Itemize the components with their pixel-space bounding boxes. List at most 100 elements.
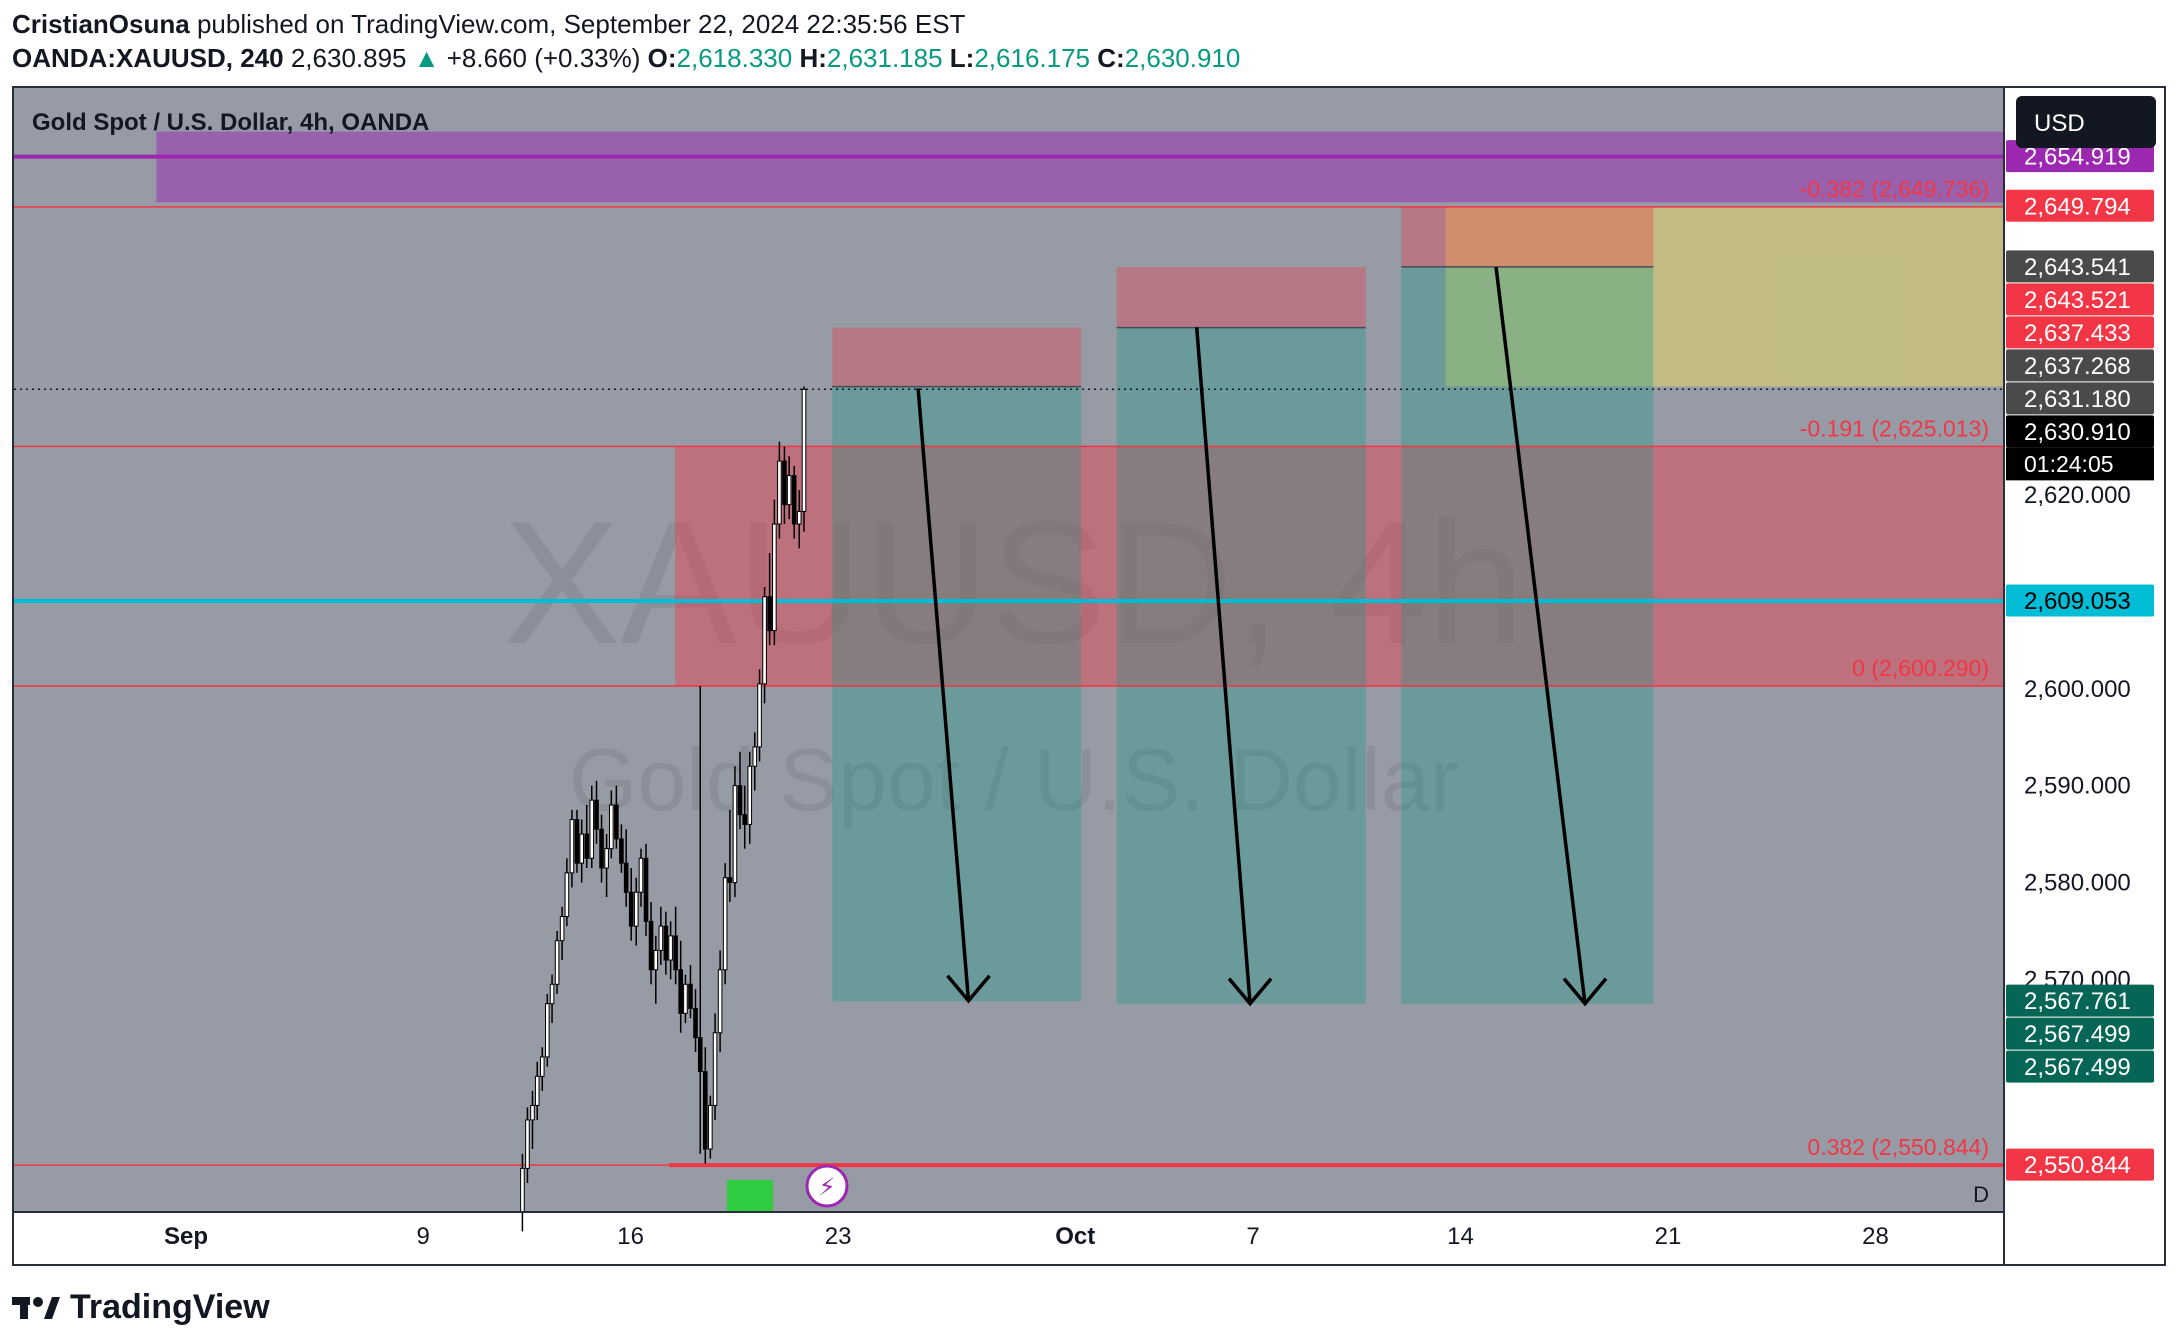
supply-zone-red: [675, 446, 2004, 686]
candle: [609, 790, 614, 859]
price-label-box: [2006, 250, 2154, 283]
candle-body: [589, 799, 595, 859]
candle-body: [683, 983, 688, 1014]
candle-body: [628, 891, 634, 927]
candle: [574, 809, 580, 873]
candle: [786, 456, 792, 520]
candle-body: [717, 969, 723, 1034]
candle-body: [520, 1167, 525, 1213]
candle-body: [599, 828, 604, 869]
candle: [737, 751, 743, 830]
symbol-label: OANDA:XAUUSD, 240: [12, 43, 284, 73]
candle-body: [697, 1037, 703, 1072]
candle: [747, 751, 753, 844]
fib-label-0: -0.382 (2,649.736): [1800, 176, 1989, 202]
candle-body: [545, 1003, 550, 1058]
candle-body: [722, 877, 728, 971]
short-position-stop-zone-3: [1401, 206, 1654, 267]
candle-body: [648, 920, 654, 971]
candle: [638, 848, 644, 907]
candle-body: [539, 1056, 545, 1077]
candle-body: [782, 460, 787, 506]
close-value: 2,630.910: [1124, 43, 1241, 73]
candle-body: [658, 925, 664, 951]
candle: [554, 931, 560, 994]
candle-body: [791, 475, 797, 525]
y-tick-label: 2,600.000: [2024, 676, 2131, 703]
price-label: 2,630.910: [2024, 419, 2131, 446]
price-label-box: [2006, 1050, 2154, 1083]
dividend-marker: D: [1973, 1182, 1989, 1207]
author-name[interactable]: CristianOsuna: [12, 9, 190, 39]
candle-body: [786, 475, 792, 506]
candle: [702, 1047, 708, 1164]
high-label: H:: [799, 43, 827, 73]
short-position-stop-zone-2: [1116, 267, 1366, 328]
x-tick-label: 9: [416, 1223, 429, 1250]
candle-body: [668, 935, 673, 961]
fib-label-1: -0.191 (2,625.013): [1800, 415, 1989, 441]
candle-body: [564, 872, 570, 917]
currency-button-label[interactable]: USD: [2034, 110, 2085, 137]
currency-button: [2016, 96, 2156, 148]
price-label: 2,567.499: [2024, 1021, 2131, 1048]
price-label-box: [2006, 316, 2154, 349]
candle-body: [633, 891, 639, 927]
candle: [539, 1047, 545, 1091]
close-label: C:: [1097, 43, 1125, 73]
candle: [545, 993, 550, 1067]
candle: [772, 499, 777, 646]
price-label: 2,609.053: [2024, 588, 2131, 615]
candle: [579, 819, 584, 883]
candle: [663, 911, 669, 975]
candle: [777, 441, 782, 539]
candle: [708, 1095, 713, 1159]
candle-body: [554, 940, 560, 985]
price-label: 2,637.433: [2024, 320, 2131, 347]
lightning-glyph: ⚡: [819, 1173, 836, 1201]
candle: [658, 906, 664, 965]
candle: [791, 465, 797, 539]
x-tick-label: 21: [1655, 1223, 1682, 1250]
candle-body: [693, 1008, 698, 1039]
short-position-target-zone-3: [1401, 266, 1654, 1004]
resistance-zone-purple: [156, 131, 2005, 203]
candle: [742, 785, 748, 849]
price-label-box: [2006, 349, 2154, 382]
candle: [599, 814, 604, 883]
candle: [762, 587, 767, 704]
x-tick-label: 16: [617, 1223, 644, 1250]
candle-body: [549, 983, 555, 1005]
candle: [782, 446, 787, 525]
candle-body: [673, 935, 678, 971]
candle: [594, 780, 599, 844]
candle: [678, 940, 683, 1033]
candle: [673, 906, 678, 985]
candle: [668, 921, 673, 980]
candle: [525, 1107, 530, 1183]
candle: [623, 829, 629, 907]
candle: [732, 766, 738, 898]
candle-body: [614, 804, 619, 840]
down-arrow-head-3: [1562, 977, 1608, 1007]
price-label-box: [2006, 283, 2154, 316]
candle-body: [530, 1104, 535, 1121]
candle: [584, 805, 590, 869]
candle: [559, 906, 565, 961]
chart-frame[interactable]: XAUUSD, 4h Gold Spot / U.S. Dollar -0.382 …: [12, 86, 2166, 1266]
candle-body: [732, 785, 738, 884]
candle: [653, 935, 659, 1004]
last-price: 2,630.895: [290, 43, 407, 73]
candle: [589, 785, 595, 869]
chart-canvas[interactable]: XAUUSD, 4h Gold Spot / U.S. Dollar -0.382 …: [14, 88, 2164, 1264]
open-label: O:: [647, 43, 677, 73]
lightning-icon: [805, 1164, 849, 1208]
candle: [683, 974, 688, 1024]
down-arrow-2: [1194, 327, 1252, 1004]
candle-body: [594, 799, 599, 830]
x-tick-label: 28: [1862, 1223, 1889, 1250]
candle-body: [712, 1032, 718, 1106]
candle: [633, 877, 639, 946]
price-label-box: [2006, 984, 2154, 1017]
candle-body: [534, 1075, 540, 1106]
